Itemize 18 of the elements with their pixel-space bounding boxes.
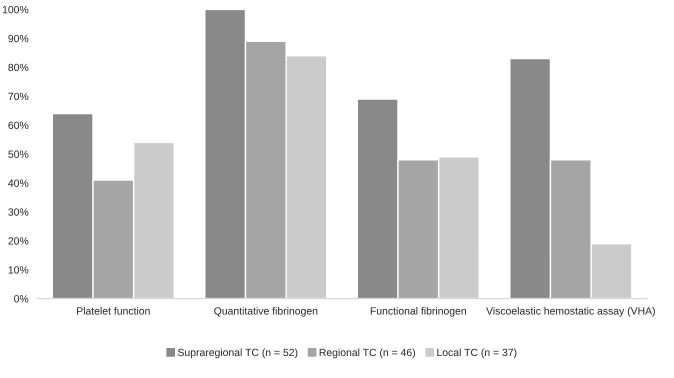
y-tick-label: 0% xyxy=(14,295,28,302)
x-tick-label: Platelet function xyxy=(77,306,150,315)
x-tick-label: Quantitative fibrinogen xyxy=(214,306,318,317)
y-tick-label: 30% xyxy=(8,208,28,216)
legend-label: Supraregional TC (n = 52) xyxy=(178,348,298,358)
y-tick-label: 20% xyxy=(8,237,28,245)
x-tick-label: Functional fibrinogen xyxy=(370,306,466,317)
y-tick-label: 70% xyxy=(8,92,28,100)
x-tick-label: Viscoelastic hemostatic assay (VHA) xyxy=(486,306,655,317)
y-tick-label: 10% xyxy=(8,266,28,274)
legend-label: Local TC (n = 37) xyxy=(437,348,516,358)
y-tick-label: 80% xyxy=(8,64,28,72)
y-tick-label: 90% xyxy=(8,34,28,42)
y-tick-label: 60% xyxy=(8,122,28,129)
y-tick-label: 50% xyxy=(8,150,28,158)
y-tick-label: 100% xyxy=(2,6,28,14)
legend-label: Regional TC (n = 46) xyxy=(320,348,415,358)
y-tick-label: 40% xyxy=(8,179,28,187)
